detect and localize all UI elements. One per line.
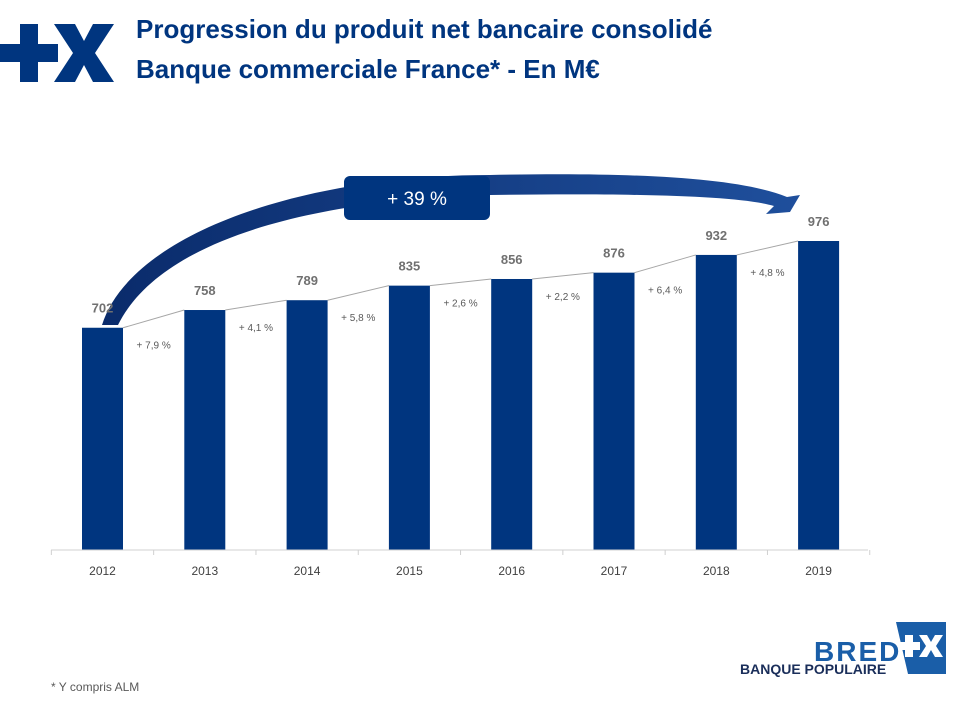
- bar-2015: [388, 285, 430, 550]
- growth-label-2018: + 6,4 %: [648, 286, 682, 297]
- bar-2012: [82, 327, 123, 550]
- growth-arrow-icon: [102, 174, 800, 325]
- bred-brand: BRED BANQUE POPULAIRE: [738, 620, 950, 680]
- value-label-2017: 876: [603, 246, 625, 261]
- growth-label-2017: + 2,2 %: [546, 292, 580, 303]
- value-label-2012: 702: [92, 301, 114, 316]
- bred-plus-x-logo-icon: [896, 622, 946, 674]
- footnote: * Y compris ALM: [51, 680, 140, 694]
- brand-name: BRED: [814, 636, 902, 667]
- growth-connector-1: [122, 309, 185, 329]
- growth-label-2019: + 4,8 %: [750, 268, 784, 279]
- page-subtitle: Banque commerciale France* - En M€: [136, 54, 600, 84]
- total-growth-label: + 39 %: [387, 189, 447, 210]
- x-tick-2013: 2013: [191, 564, 218, 578]
- bar-2013: [184, 310, 226, 550]
- growth-connector-7: [736, 240, 799, 256]
- page-title: Progression du produit net bancaire cons…: [136, 14, 713, 44]
- growth-connector-4: [429, 278, 492, 287]
- x-tick-2016: 2016: [498, 564, 525, 578]
- growth-label-2015: + 5,8 %: [341, 313, 375, 324]
- bar-2014: [286, 300, 328, 550]
- brand-subtitle: BANQUE POPULAIRE: [740, 661, 887, 677]
- growth-label-2016: + 2,6 %: [443, 299, 477, 310]
- bar-2017: [593, 272, 635, 550]
- value-label-2015: 835: [399, 259, 421, 274]
- value-label-2018: 932: [705, 228, 727, 243]
- total-growth-badge: [344, 176, 490, 220]
- growth-connector-3: [327, 285, 390, 301]
- bar-2016: [491, 278, 533, 550]
- x-tick-2018: 2018: [703, 564, 730, 578]
- value-label-2016: 856: [501, 252, 523, 267]
- growth-label-2014: + 4,1 %: [239, 323, 273, 334]
- growth-connector-6: [634, 254, 696, 274]
- plus-x-logo-icon: [0, 24, 114, 82]
- value-label-2019: 976: [808, 214, 830, 229]
- x-tick-2012: 2012: [89, 564, 116, 578]
- growth-connector-2: [225, 299, 287, 311]
- x-tick-2017: 2017: [601, 564, 628, 578]
- bar-2019: [798, 241, 840, 550]
- value-label-2013: 758: [194, 283, 216, 298]
- growth-label-2013: + 7,9 %: [137, 341, 171, 352]
- x-tick-2019: 2019: [805, 564, 832, 578]
- x-tick-2015: 2015: [396, 564, 423, 578]
- x-tick-2014: 2014: [294, 564, 321, 578]
- growth-connector-5: [532, 272, 594, 280]
- value-label-2014: 789: [296, 273, 318, 288]
- bar-2018: [695, 254, 737, 550]
